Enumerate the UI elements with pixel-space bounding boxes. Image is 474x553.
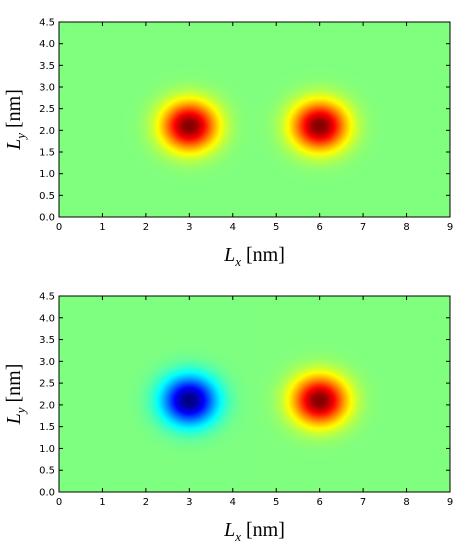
x-tick-label: 2 xyxy=(143,497,149,508)
y-tick-label: 4.5 xyxy=(39,18,55,29)
x-tick-label: 4 xyxy=(230,222,236,233)
x-tick-label: 8 xyxy=(403,497,409,508)
axes-frame xyxy=(58,21,451,218)
chart-panel-2: 0 1 2 3 4 5 6 7 8 9 0.0 0.5 1.0 1.5 2.0 2.5 3.0 3.5 4.0 4.5… xyxy=(3,292,453,545)
y-tick-label: 3.5 xyxy=(39,335,55,346)
y-tick-label: 0.0 xyxy=(39,213,55,224)
x-tick-label: 3 xyxy=(186,222,192,233)
x-tick-label: 6 xyxy=(316,222,322,233)
y-tick-label: 2.5 xyxy=(39,379,55,390)
x-tick-label: 2 xyxy=(143,222,149,233)
y-axis-label: Ly [nm] xyxy=(3,89,28,151)
x-tick-label: 5 xyxy=(273,497,279,508)
x-tick-label: 0 xyxy=(56,222,62,233)
x-tick-label: 7 xyxy=(360,222,366,233)
y-tick-label: 4.5 xyxy=(39,292,55,303)
x-axis-label: Lx [nm] xyxy=(223,244,285,269)
y-tick-label: 2.5 xyxy=(39,104,55,115)
y-tick-label: 4.0 xyxy=(39,313,55,324)
x-tick-label: 3 xyxy=(186,497,192,508)
x-tick-label: 1 xyxy=(99,497,105,508)
x-tick-label: 1 xyxy=(99,222,105,233)
y-tick-label: 1.5 xyxy=(39,422,55,433)
x-tick-label: 5 xyxy=(273,222,279,233)
y-tick-label: 3.0 xyxy=(39,83,55,94)
x-tick-label: 4 xyxy=(230,497,236,508)
y-tick-label: 3.5 xyxy=(39,61,55,72)
chart-panel-1: 0 1 2 3 4 5 6 7 8 9 0.0 0.5 1.0 1.5 2.0 2.5 3.0 3.5 4.0 4.5… xyxy=(3,18,453,270)
y-axis-label: Ly [nm] xyxy=(3,364,28,426)
y-tick-label: 0.5 xyxy=(39,466,55,477)
y-tick-label: 4.0 xyxy=(39,39,55,50)
axes-frame xyxy=(58,295,451,493)
y-tick-label: 1.5 xyxy=(39,148,55,159)
x-tick-label: 9 xyxy=(447,222,453,233)
x-tick-label: 8 xyxy=(403,222,409,233)
x-tick-label: 0 xyxy=(56,497,62,508)
x-axis-label: Lx [nm] xyxy=(223,519,285,544)
y-tick-label: 1.0 xyxy=(39,444,55,455)
y-tick-label: 0.5 xyxy=(39,191,55,202)
y-tick-label: 1.0 xyxy=(39,169,55,180)
x-tick-label: 6 xyxy=(316,497,322,508)
y-tick-label: 2.0 xyxy=(39,400,55,411)
x-tick-label: 7 xyxy=(360,497,366,508)
heatmap-field xyxy=(59,22,450,217)
y-tick-label: 3.0 xyxy=(39,357,55,368)
y-tick-label: 2.0 xyxy=(39,126,55,137)
y-tick-label: 0.0 xyxy=(39,488,55,499)
x-tick-label: 9 xyxy=(447,497,453,508)
heatmap-field xyxy=(59,296,450,492)
